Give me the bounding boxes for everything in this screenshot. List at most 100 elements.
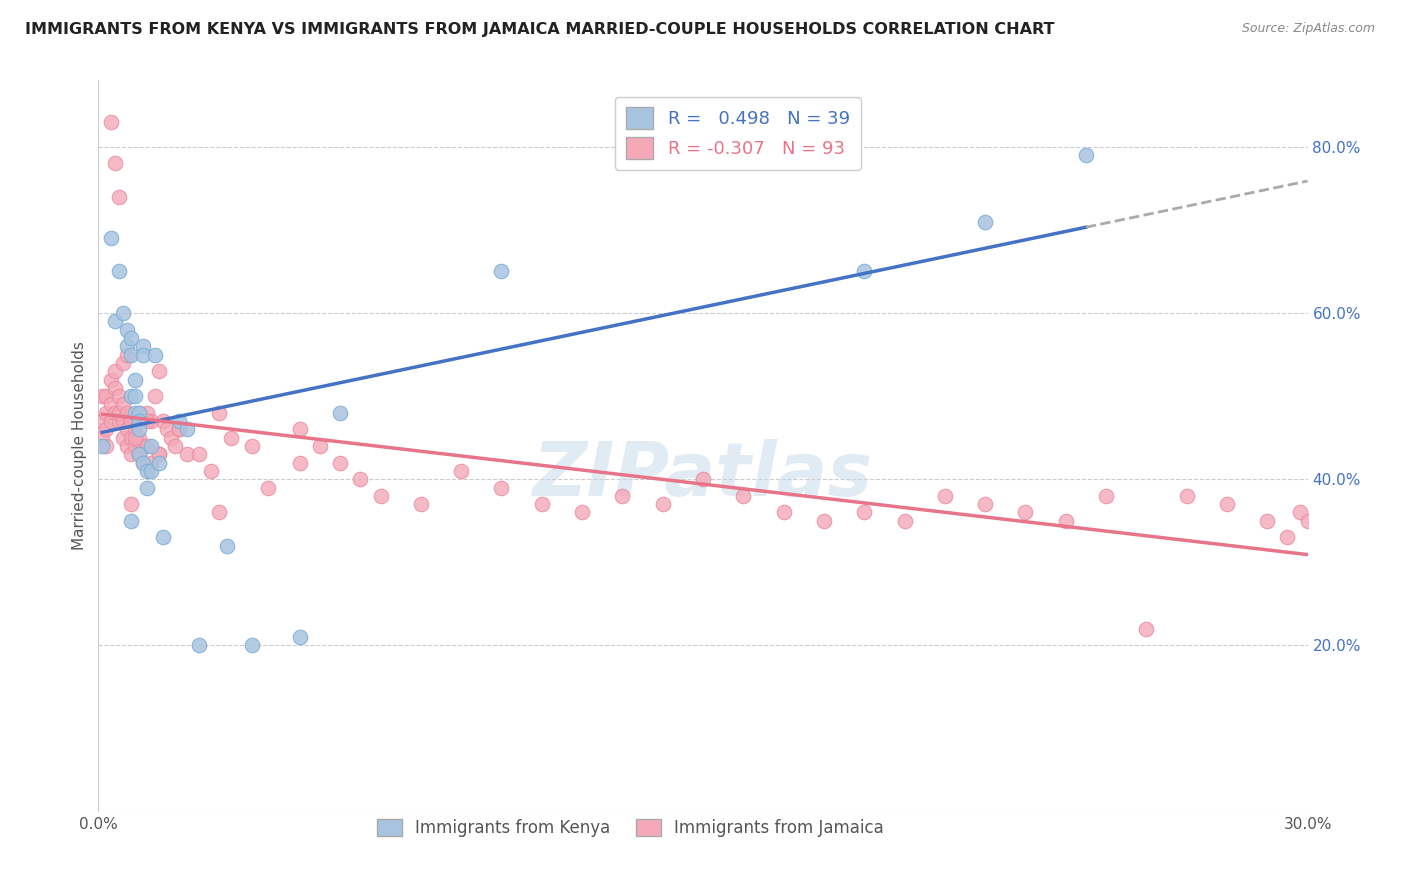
Point <box>167 422 190 436</box>
Point <box>132 339 155 353</box>
Point <box>188 447 211 461</box>
Point <box>530 497 553 511</box>
Point <box>148 447 170 461</box>
Point <box>120 331 142 345</box>
Point <box>111 397 134 411</box>
Point <box>156 422 179 436</box>
Point <box>176 447 198 461</box>
Point <box>733 489 755 503</box>
Point <box>124 389 146 403</box>
Point <box>135 439 157 453</box>
Point <box>349 472 371 486</box>
Point <box>107 264 129 278</box>
Point <box>120 447 142 461</box>
Point <box>256 481 278 495</box>
Point <box>96 406 118 420</box>
Point <box>188 639 211 653</box>
Point <box>1095 489 1118 503</box>
Point <box>135 414 157 428</box>
Point <box>288 630 311 644</box>
Point <box>1216 497 1239 511</box>
Point <box>1135 622 1157 636</box>
Point <box>329 406 352 420</box>
Point <box>135 464 157 478</box>
Point <box>934 489 956 503</box>
Point <box>124 431 146 445</box>
Point <box>176 422 198 436</box>
Point <box>450 464 472 478</box>
Point <box>120 431 142 445</box>
Point <box>491 481 513 495</box>
Point <box>893 514 915 528</box>
Point <box>651 497 673 511</box>
Point <box>124 372 146 386</box>
Point <box>120 389 142 403</box>
Point <box>167 414 190 428</box>
Point <box>143 347 166 362</box>
Point <box>100 231 122 245</box>
Point <box>96 439 118 453</box>
Point <box>124 406 146 420</box>
Point <box>128 422 150 436</box>
Point <box>974 497 997 511</box>
Point <box>1277 530 1299 544</box>
Point <box>91 414 114 428</box>
Point <box>148 447 170 461</box>
Point <box>111 356 134 370</box>
Point <box>132 439 155 453</box>
Point <box>139 464 162 478</box>
Point <box>1256 514 1278 528</box>
Point <box>1014 506 1036 520</box>
Point <box>1288 506 1310 520</box>
Point <box>128 406 150 420</box>
Point <box>128 406 150 420</box>
Point <box>115 323 138 337</box>
Point <box>132 456 155 470</box>
Point <box>217 539 239 553</box>
Point <box>91 389 114 403</box>
Point <box>288 422 311 436</box>
Point <box>91 431 114 445</box>
Point <box>96 389 118 403</box>
Point <box>974 214 997 228</box>
Point <box>152 414 174 428</box>
Point <box>103 364 125 378</box>
Point <box>221 431 243 445</box>
Point <box>139 456 162 470</box>
Point <box>1054 514 1077 528</box>
Point <box>107 189 129 203</box>
Point <box>111 306 134 320</box>
Point <box>309 439 332 453</box>
Point <box>491 264 513 278</box>
Point <box>167 422 190 436</box>
Point <box>91 439 114 453</box>
Point <box>571 506 593 520</box>
Point <box>100 372 122 386</box>
Point <box>120 347 142 362</box>
Point <box>135 481 157 495</box>
Point <box>103 381 125 395</box>
Point <box>1296 514 1319 528</box>
Point <box>853 264 876 278</box>
Point <box>115 422 138 436</box>
Point <box>111 431 134 445</box>
Point <box>148 364 170 378</box>
Point <box>132 347 155 362</box>
Point <box>208 506 231 520</box>
Point <box>124 439 146 453</box>
Point <box>240 439 263 453</box>
Point <box>128 447 150 461</box>
Point <box>111 414 134 428</box>
Point <box>128 447 150 461</box>
Point <box>148 456 170 470</box>
Point <box>160 431 183 445</box>
Point <box>115 406 138 420</box>
Point <box>100 397 122 411</box>
Point <box>813 514 835 528</box>
Point <box>139 414 162 428</box>
Point <box>120 414 142 428</box>
Legend: Immigrants from Kenya, Immigrants from Jamaica: Immigrants from Kenya, Immigrants from J… <box>370 812 890 844</box>
Point <box>128 431 150 445</box>
Point <box>288 456 311 470</box>
Point <box>329 456 352 470</box>
